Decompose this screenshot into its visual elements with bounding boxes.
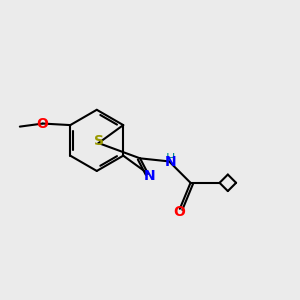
Text: O: O <box>36 117 48 130</box>
Text: H: H <box>165 152 175 164</box>
Text: N: N <box>165 154 176 169</box>
Text: S: S <box>94 134 104 148</box>
Text: N: N <box>144 169 156 183</box>
Text: O: O <box>173 205 185 219</box>
